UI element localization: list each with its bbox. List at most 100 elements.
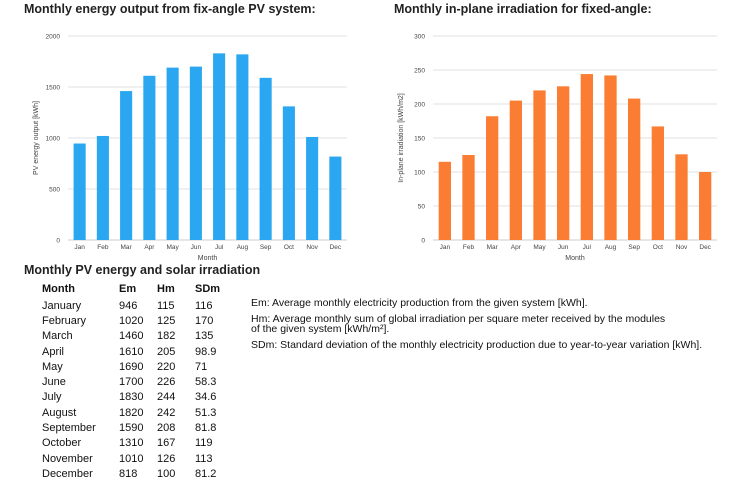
bar — [557, 86, 570, 240]
x-axis-label: Month — [565, 255, 585, 262]
cell-em: 1820 — [119, 406, 144, 419]
table-row: November 1010 126 113 — [30, 451, 235, 466]
y-tick-label: 0 — [421, 238, 425, 245]
table-title: Monthly PV energy and solar irradiation — [24, 263, 261, 277]
y-tick-label: 200 — [414, 102, 425, 109]
bar — [486, 116, 499, 240]
bar — [213, 53, 226, 241]
cell-em: 1610 — [119, 345, 144, 358]
x-tick-label: Jan — [74, 244, 85, 251]
bar — [509, 100, 522, 240]
table-row: January 946 115 116 — [30, 298, 235, 313]
cell-em: 1310 — [119, 437, 144, 450]
cell-hm: 208 — [157, 422, 176, 435]
cell-em: 1010 — [119, 452, 144, 465]
y-tick-label: 50 — [418, 204, 426, 211]
y-tick-label: 0 — [56, 238, 60, 245]
bar — [236, 54, 249, 240]
cell-em: 1830 — [119, 391, 144, 404]
cell-em: 1020 — [119, 314, 144, 327]
x-tick-label: Oct — [284, 244, 294, 251]
bar — [628, 98, 641, 240]
x-tick-label: Sep — [260, 244, 272, 251]
bar — [120, 91, 133, 240]
cell-em: 1690 — [119, 360, 144, 373]
x-tick-label: Dec — [699, 244, 711, 251]
table-header-row: Month Em Hm SDm — [30, 282, 235, 298]
bar — [438, 161, 451, 240]
bar — [282, 106, 295, 240]
cell-hm: 244 — [157, 391, 176, 404]
cell-month: January — [42, 299, 82, 312]
cell-month: May — [42, 360, 63, 373]
cell-month: April — [42, 345, 65, 358]
header-hm: Hm — [157, 283, 175, 295]
x-tick-label: Apr — [511, 244, 522, 251]
x-tick-label: Jan — [440, 244, 451, 251]
x-tick-label: Oct — [653, 244, 663, 251]
bar — [329, 156, 342, 240]
cell-em: 1590 — [119, 422, 144, 435]
x-tick-label: Dec — [330, 244, 342, 251]
x-tick-label: May — [533, 244, 546, 251]
x-tick-label: Mar — [487, 244, 499, 251]
bar — [651, 126, 664, 240]
cell-month: June — [42, 376, 66, 389]
table-row: May 1690 220 71 — [30, 359, 235, 374]
x-tick-label: Nov — [306, 244, 318, 251]
irradiation-chart-title: Monthly in-plane irradiation for fixed-a… — [394, 2, 652, 16]
y-tick-label: 1000 — [46, 136, 61, 143]
energy-output-chart: 0 500 1000 1500 2000 Jan Feb Mar Apr May Jun Jul Aug… — [33, 34, 347, 262]
cell-hm: 242 — [157, 406, 176, 419]
x-tick-label: Jul — [583, 244, 592, 251]
table-row: October 1310 167 119 — [30, 436, 235, 451]
bar — [189, 66, 202, 240]
cell-hm: 182 — [157, 330, 176, 343]
cell-hm: 125 — [157, 314, 176, 327]
x-tick-label: Apr — [144, 244, 155, 251]
cell-month: March — [42, 330, 73, 343]
cell-month: September — [42, 422, 96, 435]
table-row: September 1590 208 81.8 — [30, 420, 235, 435]
cell-em: 1460 — [119, 330, 144, 343]
cell-sdm: 58.3 — [195, 376, 217, 389]
legend-hm-line1: Hm: Average monthly sum of global irradi… — [251, 313, 666, 325]
bar — [96, 135, 109, 240]
cell-sdm: 135 — [195, 330, 214, 343]
x-tick-label: Aug — [605, 244, 617, 251]
table-row: December 818 100 81.2 — [30, 466, 235, 481]
cell-sdm: 116 — [195, 299, 213, 312]
x-tick-label: May — [166, 244, 179, 251]
table-row: June 1700 226 58.3 — [30, 374, 235, 389]
legend-hm-line2: of the given system [kWh/m²]. — [251, 323, 390, 335]
table-row: February 1020 125 170 — [30, 313, 235, 328]
header-sdm: SDm — [195, 283, 221, 295]
y-tick-label: 150 — [414, 136, 425, 143]
cell-month: November — [42, 452, 93, 465]
cell-hm: 226 — [157, 376, 176, 389]
x-tick-label: Nov — [676, 244, 688, 251]
energy-chart-title: Monthly energy output from fix-angle PV … — [24, 2, 316, 16]
cell-sdm: 81.2 — [195, 467, 217, 480]
cell-sdm: 113 — [195, 452, 213, 465]
bar — [533, 90, 546, 241]
x-tick-label: Feb — [97, 244, 109, 251]
cell-hm: 205 — [157, 345, 176, 358]
bar — [604, 75, 617, 240]
cell-sdm: 119 — [195, 437, 213, 450]
legend-sdm: SDm: Standard deviation of the monthly e… — [251, 339, 703, 351]
cell-hm: 100 — [157, 467, 176, 480]
bar — [143, 75, 156, 240]
cell-sdm: 34.6 — [195, 391, 217, 404]
y-tick-label: 500 — [49, 187, 60, 194]
table-row: July 1830 244 34.6 — [30, 390, 235, 405]
y-tick-label: 300 — [414, 34, 425, 41]
cell-month: February — [42, 314, 87, 327]
y-axis-label: PV energy output [kWh] — [33, 101, 40, 175]
cell-sdm: 71 — [195, 360, 208, 373]
bar — [73, 143, 86, 240]
irradiation-chart: 0 50 100 150 200 250 300 Jan Feb Mar Apr May Jun Jul A… — [398, 34, 717, 262]
bar — [675, 154, 688, 240]
cell-sdm: 51.3 — [195, 406, 217, 419]
y-tick-label: 250 — [414, 68, 425, 75]
